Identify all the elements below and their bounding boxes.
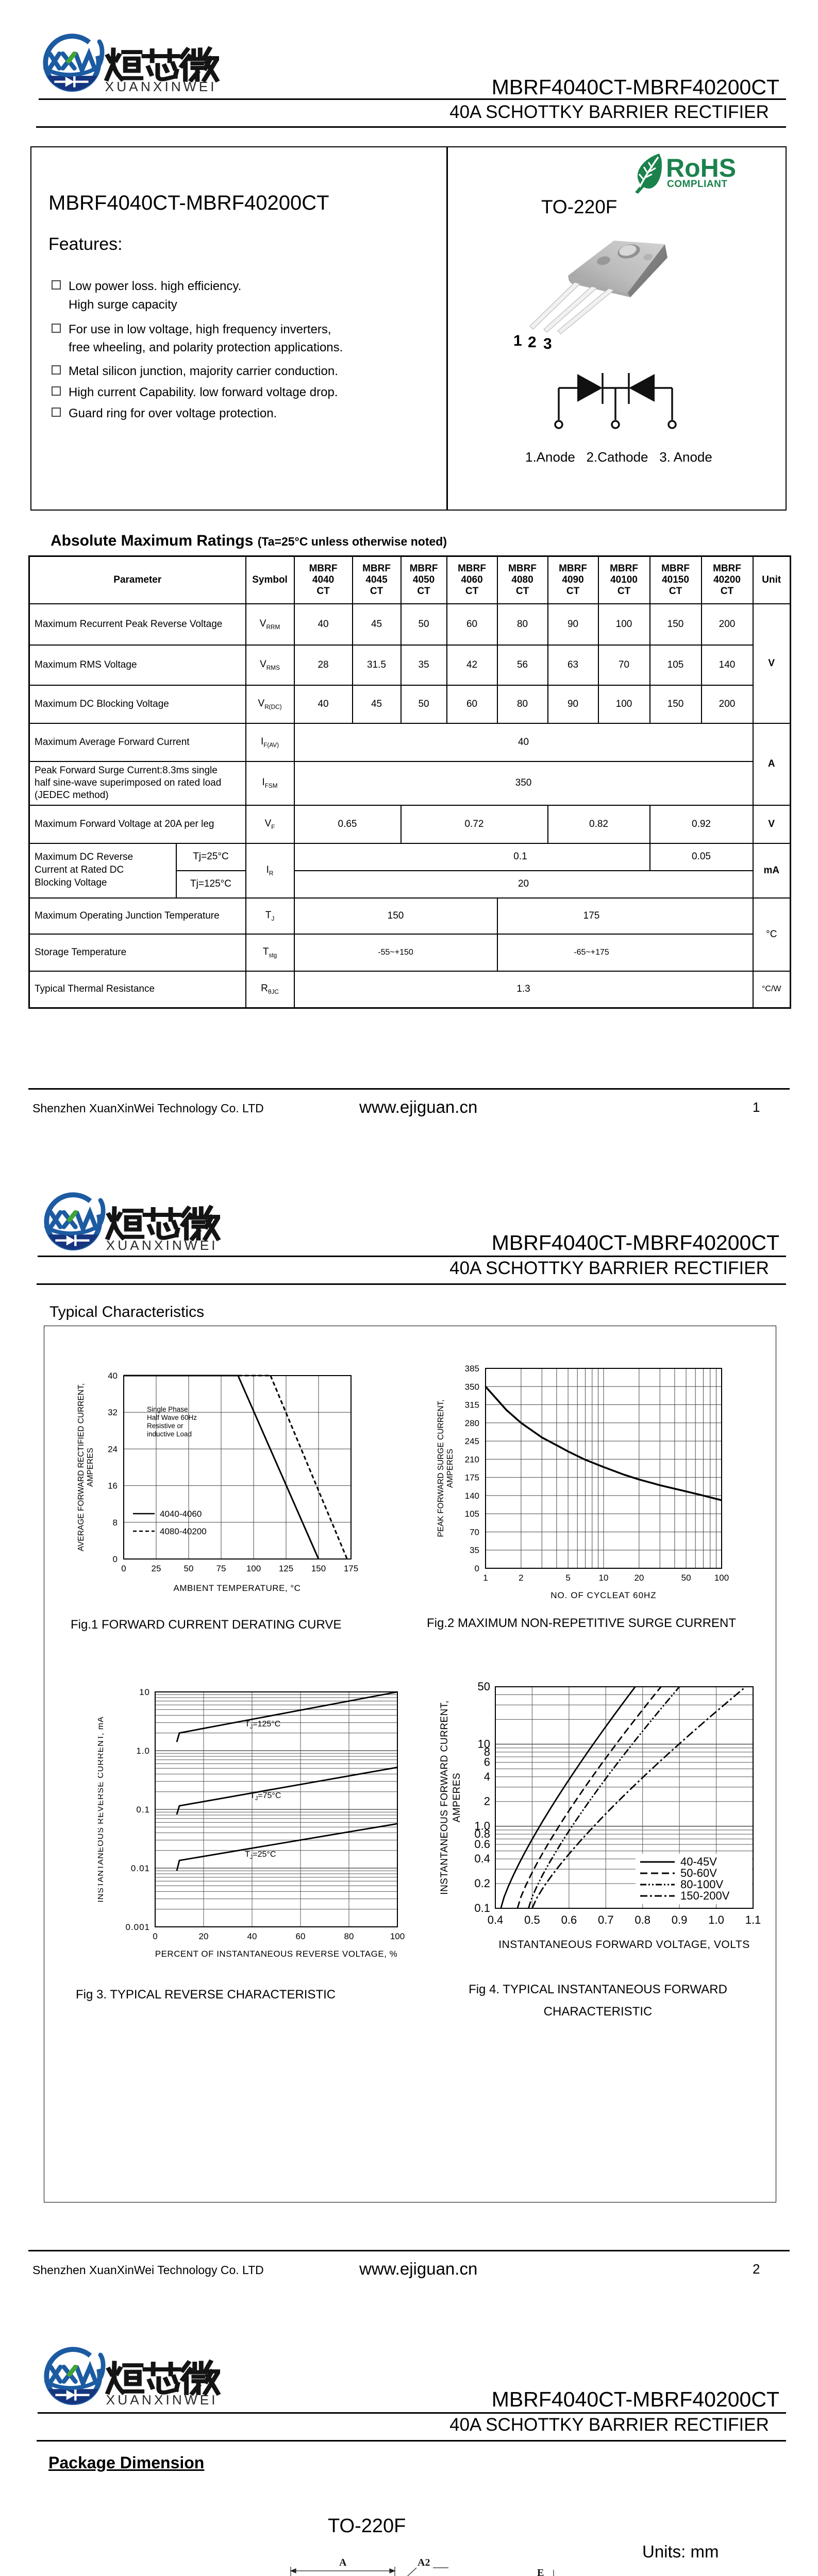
svg-text:1.0: 1.0: [474, 1820, 490, 1833]
svg-text:4080-40200: 4080-40200: [160, 1527, 207, 1536]
svg-text:32: 32: [108, 1408, 118, 1417]
svg-text:100: 100: [714, 1573, 729, 1583]
svg-text:50-60V: 50-60V: [680, 1867, 717, 1879]
svg-text:2: 2: [528, 334, 537, 351]
svg-text:70: 70: [470, 1528, 479, 1537]
svg-text:175: 175: [344, 1564, 358, 1573]
svg-text:0.9: 0.9: [672, 1913, 688, 1926]
svg-text:50: 50: [478, 1680, 490, 1693]
svg-text:0.7: 0.7: [598, 1913, 614, 1926]
svg-text:100: 100: [246, 1564, 261, 1573]
svg-text:315: 315: [465, 1400, 479, 1410]
svg-text:0.001: 0.001: [125, 1922, 150, 1932]
svg-text:0.01: 0.01: [131, 1863, 150, 1873]
svg-text:INSTANTANEOUS FORWARD VOLTAGE,: INSTANTANEOUS FORWARD VOLTAGE, VOLTS: [498, 1939, 749, 1951]
svg-text:0.6: 0.6: [561, 1913, 577, 1926]
svg-text:8: 8: [113, 1518, 118, 1528]
svg-text:Half Wave 60Hz: Half Wave 60Hz: [147, 1414, 197, 1421]
svg-text:0.1: 0.1: [474, 1902, 490, 1914]
svg-text:TJ=75°C: TJ=75°C: [250, 1791, 281, 1802]
svg-text:0.8: 0.8: [635, 1913, 650, 1926]
svg-text:1: 1: [513, 332, 522, 349]
svg-text:0: 0: [153, 1931, 157, 1941]
svg-text:350: 350: [465, 1382, 479, 1392]
svg-text:0.4: 0.4: [488, 1913, 504, 1926]
svg-text:140: 140: [465, 1491, 479, 1501]
svg-text:25: 25: [152, 1564, 161, 1573]
svg-text:10: 10: [599, 1573, 609, 1583]
svg-text:105: 105: [465, 1509, 479, 1519]
svg-text:0: 0: [121, 1564, 126, 1573]
svg-text:XUANXINWEI: XUANXINWEI: [105, 79, 217, 94]
svg-text:XUANXINWEI: XUANXINWEI: [106, 1238, 218, 1253]
svg-text:75: 75: [216, 1564, 226, 1573]
svg-text:40: 40: [247, 1931, 257, 1941]
svg-text:0.4: 0.4: [474, 1852, 490, 1865]
svg-text:TJ=125°C: TJ=125°C: [245, 1720, 280, 1730]
svg-text:Resistive or: Resistive or: [147, 1422, 183, 1430]
svg-text:2: 2: [519, 1573, 523, 1583]
svg-text:3: 3: [543, 335, 552, 352]
svg-text:RoHS: RoHS: [666, 154, 736, 182]
svg-text:20: 20: [199, 1931, 209, 1941]
svg-text:40: 40: [108, 1371, 118, 1381]
svg-text:8: 8: [484, 1745, 490, 1758]
svg-text:385: 385: [465, 1364, 479, 1374]
svg-text:16: 16: [108, 1481, 118, 1491]
svg-text:80: 80: [344, 1931, 354, 1941]
svg-text:COMPLIANT: COMPLIANT: [667, 179, 727, 190]
svg-text:0.2: 0.2: [474, 1877, 490, 1890]
svg-text:50: 50: [681, 1573, 691, 1583]
svg-text:A: A: [339, 2557, 347, 2568]
svg-text:1.0: 1.0: [136, 1746, 150, 1756]
svg-text:4: 4: [484, 1770, 490, 1783]
svg-text:0.6: 0.6: [474, 1838, 490, 1851]
svg-text:2: 2: [484, 1795, 490, 1808]
svg-text:5: 5: [565, 1573, 570, 1583]
svg-text:0.8: 0.8: [474, 1827, 490, 1840]
svg-text:inductive Load: inductive Load: [147, 1430, 192, 1438]
svg-text:125: 125: [279, 1564, 293, 1573]
svg-text:E: E: [537, 2567, 544, 2576]
svg-text:1.1: 1.1: [745, 1913, 761, 1926]
svg-text:A2: A2: [418, 2557, 430, 2568]
svg-text:1.0: 1.0: [708, 1913, 724, 1926]
svg-text:175: 175: [465, 1473, 479, 1483]
svg-text:Single Phase: Single Phase: [147, 1405, 188, 1413]
svg-text:280: 280: [465, 1418, 479, 1428]
svg-text:10: 10: [478, 1737, 490, 1750]
svg-text:AMPERES: AMPERES: [446, 1449, 455, 1488]
svg-text:INSTANTANEOUS FORWARD CURRENT,: INSTANTANEOUS FORWARD CURRENT,: [439, 1700, 450, 1894]
svg-text:10: 10: [139, 1687, 150, 1697]
svg-text:PERCENT OF INSTANTANEOUS REVER: PERCENT OF INSTANTANEOUS REVERSE VOLTAGE…: [155, 1949, 398, 1959]
svg-text:NO. OF CYCLEAT 60HZ: NO. OF CYCLEAT 60HZ: [550, 1590, 656, 1600]
svg-text:60: 60: [296, 1931, 306, 1941]
svg-text:0: 0: [475, 1564, 479, 1573]
svg-text:1: 1: [483, 1573, 488, 1583]
svg-text:INSTANTANEOUS REVERSE CURREN: INSTANTANEOUS REVERSE CURRENT, mA: [98, 1716, 105, 1902]
svg-text:24: 24: [108, 1444, 118, 1454]
svg-text:0: 0: [113, 1554, 118, 1564]
svg-text:4040-4060: 4040-4060: [160, 1509, 202, 1519]
svg-text:150-200V: 150-200V: [680, 1889, 730, 1902]
svg-text:AVERAGE FORWARD RECTIFIED CURR: AVERAGE FORWARD RECTIFIED CURRENT,: [77, 1383, 86, 1551]
svg-text:50: 50: [184, 1564, 194, 1573]
svg-text:AMPERES: AMPERES: [86, 1448, 95, 1487]
svg-text:80-100V: 80-100V: [680, 1878, 724, 1891]
svg-text:100: 100: [390, 1931, 405, 1941]
svg-text:TJ=25°C: TJ=25°C: [245, 1850, 276, 1860]
svg-text:150: 150: [311, 1564, 326, 1573]
svg-text:20: 20: [634, 1573, 644, 1583]
svg-text:6: 6: [484, 1756, 490, 1769]
svg-text:210: 210: [465, 1454, 479, 1464]
svg-text:40-45V: 40-45V: [680, 1855, 717, 1868]
svg-text:XUANXINWEI: XUANXINWEI: [106, 2392, 218, 2408]
svg-text:35: 35: [470, 1546, 479, 1555]
svg-text:AMPERES: AMPERES: [452, 1773, 462, 1822]
svg-text:0.1: 0.1: [136, 1805, 150, 1815]
svg-text:AMBIENT TEMPERATURE, °C: AMBIENT TEMPERATURE, °C: [174, 1583, 301, 1593]
svg-text:245: 245: [465, 1436, 479, 1446]
svg-text:0.5: 0.5: [524, 1913, 540, 1926]
svg-text:PEAK FORWARD SURGE CURRENT,: PEAK FORWARD SURGE CURRENT,: [437, 1400, 445, 1537]
